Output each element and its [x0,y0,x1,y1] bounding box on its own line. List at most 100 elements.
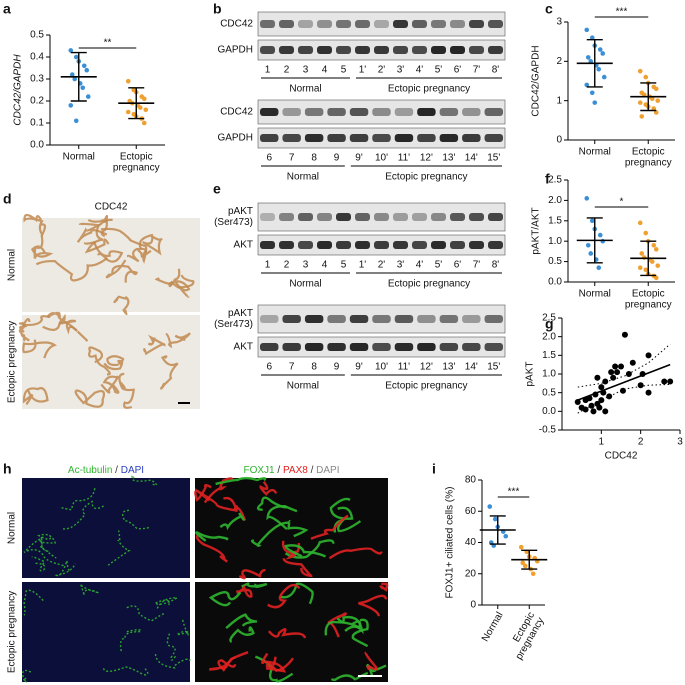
blot-band [279,46,294,54]
stain [225,613,258,630]
data-point [584,27,590,33]
y-axis-label: pAKT/AKT [531,207,542,254]
lane-label: 13' [442,362,455,373]
lane-label: 7 [289,153,295,164]
y-tick-label: 1.5 [542,350,556,361]
stain [102,666,149,676]
stain [203,477,234,504]
blot-band [349,108,369,116]
stain [250,521,290,547]
confidence-band [577,343,671,388]
blot-band [372,343,391,351]
lane-label: 4' [416,65,424,76]
stain [31,556,46,572]
group-label: Ectopic pregnancy [388,279,470,290]
blot-band [355,213,370,221]
data-point [84,67,90,73]
category-label: Normal [480,610,506,643]
stain [329,497,354,520]
lane-label: 9' [355,153,363,164]
data-point [582,406,589,413]
row-label: Normal [7,512,18,544]
blot-band [417,315,436,323]
blot-band [394,315,414,323]
blot-band [298,46,313,54]
blot-band [450,241,465,249]
blot-band [431,20,446,28]
blot-band [394,343,414,351]
data-point [141,120,147,126]
blot-band [374,46,389,54]
blot-band [317,46,332,54]
stain [324,620,362,636]
y-tick-label: 0.0 [548,277,562,288]
column-label-part: / [277,465,280,476]
data-point [590,408,597,415]
stain [310,514,349,540]
blot-band [327,343,346,351]
stain [37,533,57,544]
data-point [606,393,613,400]
blot-band [488,213,503,221]
lane-label: 5' [435,65,443,76]
epithelium [23,213,47,237]
blot-band [260,241,275,249]
data-point [73,118,79,124]
stain [327,612,347,638]
regression-line [577,363,671,401]
blot-band [317,20,332,28]
blot-band [484,343,503,351]
data-point [639,251,645,256]
lane-label: 6 [266,153,272,164]
data-point [597,232,603,238]
lane-label: 9 [334,153,340,164]
y-tick-label: 0 [556,135,562,146]
blot-band [279,241,294,249]
group-label: Normal [289,279,321,290]
blot-band [349,134,369,142]
blot-band [439,315,459,323]
y-tick-label: 0.5 [548,256,562,267]
lane-label: 13' [442,153,455,164]
blot-band [393,213,408,221]
y-tick-label: 60 [465,506,477,517]
category-label-line: Normal [579,147,611,158]
lane-label: 10' [375,362,388,373]
stain [54,560,77,577]
blot-band [355,241,370,249]
blot-band [260,213,275,221]
data-point [643,267,649,273]
y-axis-label: CDC42/GAPDH [531,45,542,116]
stain [279,582,314,605]
stain [121,509,150,530]
data-point [588,402,595,409]
lane-label: 7' [473,65,481,76]
epithelium [83,240,124,263]
data-point [667,378,674,385]
stain [259,481,278,496]
epithelium [105,259,138,283]
lane-label: 2 [284,260,290,271]
data-point [69,72,75,77]
data-point [522,563,528,569]
stain [379,582,389,592]
epithelium [22,387,49,405]
epithelium [46,311,77,332]
blot-band [462,315,481,323]
blot-band [327,108,346,116]
data-point [596,404,603,411]
column-label-part: FOXJ1 [244,465,276,476]
data-point [585,55,591,60]
data-point [125,78,131,84]
data-point [492,516,498,522]
data-point [143,107,149,113]
y-tick-label: 0.4 [30,52,44,63]
stain [364,651,378,671]
lane-label: 14' [465,362,478,373]
blot-band [298,213,313,221]
blot-band [374,20,389,28]
data-point [610,374,617,381]
y-tick-label: 1 [556,95,562,106]
significance: *** [508,487,520,498]
stain [126,605,166,622]
